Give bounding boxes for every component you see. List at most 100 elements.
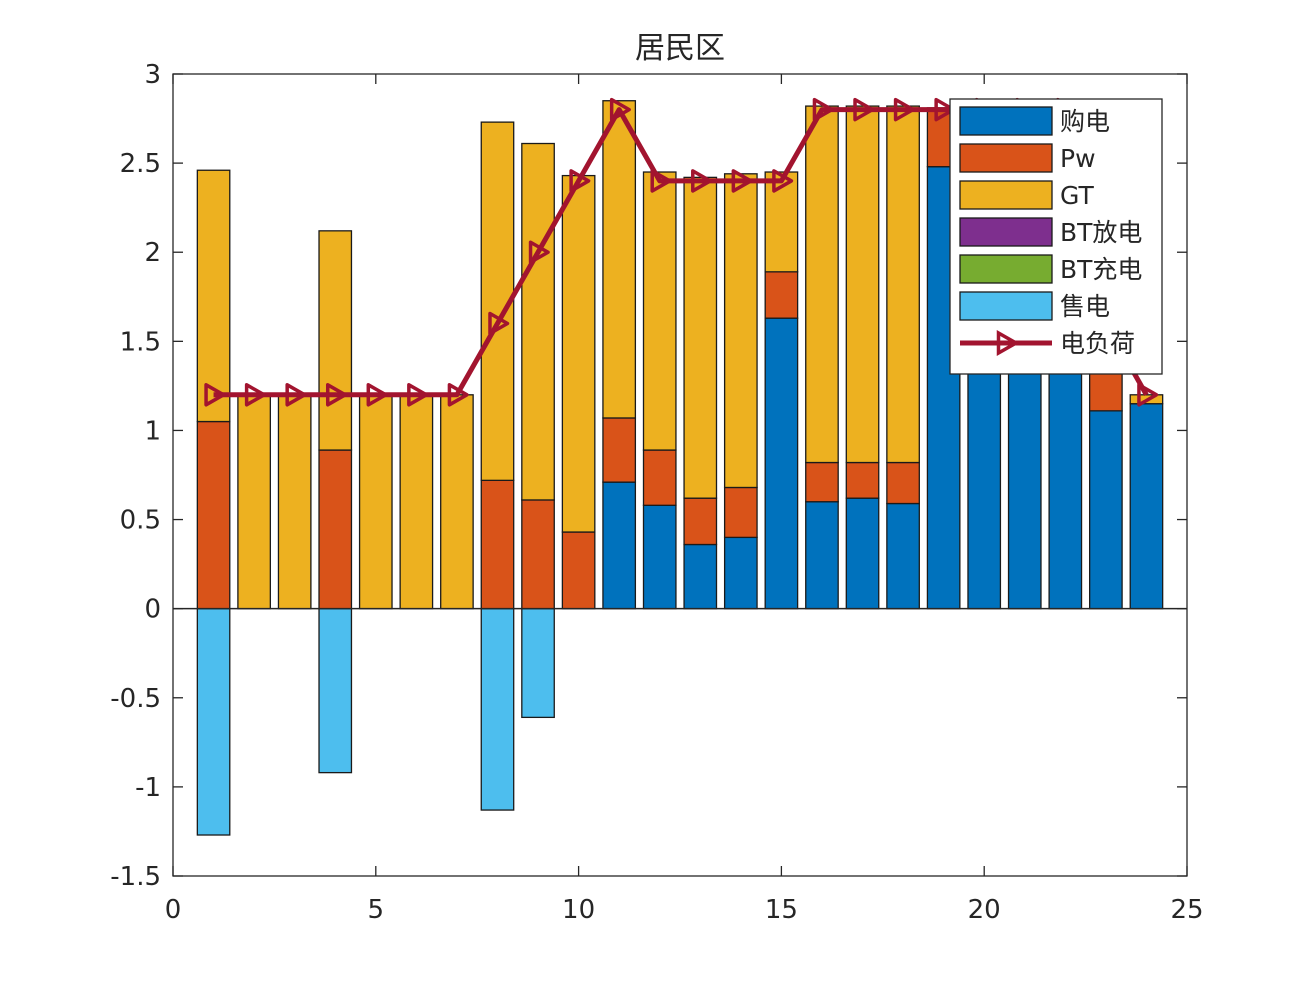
legend-label: 售电 bbox=[1060, 292, 1110, 321]
bar-GT-16 bbox=[805, 105, 839, 464]
x-tick-label: 20 bbox=[968, 895, 1001, 925]
load-marker-1 bbox=[204, 383, 226, 407]
bar-Pw-16 bbox=[805, 461, 839, 503]
bar-购电-23 bbox=[1089, 410, 1123, 610]
bar-Pw-13 bbox=[683, 497, 718, 546]
legend-swatch-marker bbox=[996, 329, 1020, 357]
load-marker-11 bbox=[609, 97, 631, 122]
bar-Pw-15 bbox=[764, 271, 799, 319]
bar-Pw-8 bbox=[480, 479, 515, 610]
load-marker-18 bbox=[893, 97, 915, 122]
y-tick-label: 0.5 bbox=[120, 506, 161, 536]
x-tick-label: 15 bbox=[765, 895, 798, 925]
bar-售电-4 bbox=[318, 608, 353, 774]
bar-GT-5 bbox=[358, 394, 393, 610]
load-marker-14 bbox=[731, 169, 753, 193]
legend-swatch-购电 bbox=[959, 106, 1053, 136]
y-tick-label: 1 bbox=[144, 416, 161, 446]
bar-Pw-17 bbox=[845, 461, 880, 499]
bar-GT-17 bbox=[845, 105, 880, 464]
bar-Pw-14 bbox=[723, 486, 758, 539]
bar-Pw-18 bbox=[886, 461, 920, 505]
load-marker-2 bbox=[244, 383, 266, 407]
load-marker-5 bbox=[366, 383, 388, 407]
bar-Pw-1 bbox=[196, 420, 231, 610]
bar-购电-12 bbox=[642, 504, 677, 610]
axes: 0 5 10 15 20 25 -1.5 -1 -0.5 0 0.5 1 1.5 2 2.5 3 bbox=[110, 60, 1203, 925]
bar-售电-8 bbox=[480, 608, 515, 811]
chart-title: 居民区 bbox=[635, 31, 725, 66]
bar-购电-24 bbox=[1129, 403, 1164, 610]
legend-swatch-Pw bbox=[959, 143, 1053, 173]
bar-售电-9 bbox=[521, 608, 555, 719]
y-tick-label: -1 bbox=[135, 773, 161, 803]
y-tick-label: 3 bbox=[144, 60, 161, 90]
bar-Pw-9 bbox=[521, 499, 555, 610]
bar-GT-12 bbox=[642, 171, 677, 451]
load-marker-17 bbox=[853, 97, 875, 122]
bar-Pw-10 bbox=[561, 531, 596, 610]
load-marker-8 bbox=[488, 311, 510, 336]
bar-GT-9 bbox=[521, 142, 555, 501]
legend-label: Pw bbox=[1060, 144, 1096, 173]
x-tick-label: 0 bbox=[165, 895, 182, 925]
legend-label: BT放电 bbox=[1060, 218, 1142, 247]
load-marker-15 bbox=[772, 169, 794, 193]
load-marker-6 bbox=[407, 383, 429, 407]
bar-GT-3 bbox=[277, 394, 312, 610]
legend-swatch-售电 bbox=[959, 291, 1053, 321]
load-marker-13 bbox=[691, 169, 713, 193]
x-tick-label: 10 bbox=[562, 895, 595, 925]
y-tick-label: 0 bbox=[144, 595, 161, 625]
bar-购电-14 bbox=[723, 536, 758, 610]
x-tick-label: 5 bbox=[368, 895, 385, 925]
y-tick-label: -0.5 bbox=[110, 684, 161, 714]
x-tick-label: 25 bbox=[1170, 895, 1203, 925]
y-tick-label: 2 bbox=[144, 238, 161, 268]
load-marker-7 bbox=[447, 383, 469, 407]
bar-GT-2 bbox=[237, 394, 271, 610]
legend-label: GT bbox=[1060, 181, 1094, 210]
bar-购电-16 bbox=[805, 501, 839, 610]
legend-label: 电负荷 bbox=[1060, 329, 1135, 358]
bar-购电-11 bbox=[602, 481, 637, 610]
legend-swatch-BT充电 bbox=[959, 254, 1053, 284]
y-tick-label: 2.5 bbox=[120, 149, 161, 179]
bars-layer bbox=[196, 100, 1164, 836]
load-marker-9 bbox=[528, 240, 550, 264]
legend-label: 购电 bbox=[1060, 107, 1110, 136]
bar-GT-7 bbox=[440, 394, 474, 610]
y-tick-label: -1.5 bbox=[110, 862, 161, 892]
load-marker-4 bbox=[325, 383, 347, 407]
load-marker-16 bbox=[812, 97, 834, 122]
bar-GT-10 bbox=[561, 174, 596, 533]
bar-Pw-12 bbox=[642, 449, 677, 506]
bar-购电-13 bbox=[683, 543, 718, 610]
bar-GT-18 bbox=[886, 105, 920, 464]
bar-购电-15 bbox=[764, 317, 799, 610]
bar-GT-14 bbox=[723, 173, 758, 489]
bar-购电-17 bbox=[845, 497, 880, 610]
bar-GT-1 bbox=[196, 169, 231, 423]
legend-label: BT充电 bbox=[1060, 255, 1142, 284]
load-marker-3 bbox=[285, 383, 307, 407]
axes-box bbox=[172, 73, 1188, 877]
bar-GT-6 bbox=[399, 394, 434, 610]
bar-Pw-11 bbox=[602, 417, 637, 483]
bar-售电-1 bbox=[196, 608, 231, 836]
legend-swatch-GT bbox=[959, 180, 1053, 210]
load-marker-19 bbox=[934, 97, 956, 122]
bar-GT-13 bbox=[683, 176, 718, 499]
load-marker-12 bbox=[650, 169, 672, 193]
bar-购电-18 bbox=[886, 502, 920, 610]
load-marker-10 bbox=[569, 169, 591, 193]
bar-Pw-4 bbox=[318, 449, 353, 610]
bar-GT-15 bbox=[764, 171, 799, 273]
load-marker-24 bbox=[1137, 383, 1159, 407]
bar-GT-4 bbox=[318, 230, 353, 451]
bar-GT-11 bbox=[602, 100, 637, 419]
y-tick-label: 1.5 bbox=[120, 327, 161, 357]
legend-swatch-BT放电 bbox=[959, 217, 1053, 247]
